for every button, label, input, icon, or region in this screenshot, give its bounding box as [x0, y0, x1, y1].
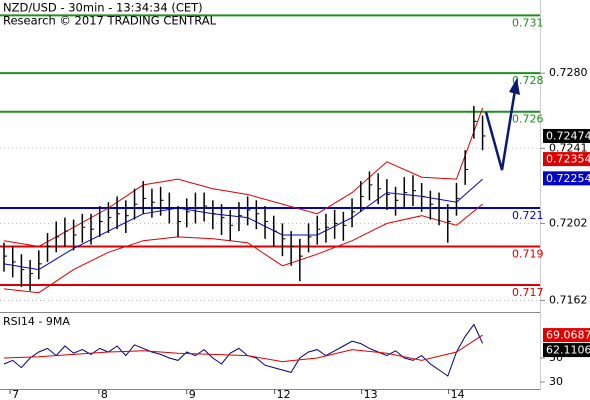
price-marker-label: 0.72474 — [546, 129, 590, 142]
y-tick-label: 0.7241 — [549, 141, 588, 154]
price-marker-label: 69.0687 — [546, 329, 590, 342]
price-marker-label: 0.72254 — [546, 172, 590, 185]
plot-layer: 0.72800.72410.72020.71620.7310.7280.7260… — [0, 14, 590, 400]
projection-arrowhead — [509, 78, 520, 95]
y-tick-label: 0.7202 — [549, 216, 588, 229]
level-label: 0.726 — [512, 113, 544, 126]
price-marker — [543, 152, 590, 167]
y-tick-label: 30 — [549, 375, 563, 388]
x-tick-label: 8 — [101, 388, 108, 400]
price-marker-label: 62.1106 — [546, 344, 590, 357]
y-tick-label: 0.7280 — [549, 66, 588, 79]
level-label: 0.731 — [512, 16, 544, 29]
price-marker — [543, 343, 590, 358]
level-label: 0.728 — [512, 74, 544, 87]
series-line — [3, 107, 484, 248]
price-marker — [543, 171, 590, 186]
panel-title: RSI14 - 9MA — [3, 315, 70, 328]
series-line — [3, 334, 483, 363]
level-label: 0.719 — [512, 248, 544, 261]
chart-title: NZD/USD - 30min - 13:34:34 (CET) — [3, 1, 203, 15]
projection-arrow — [484, 89, 517, 171]
level-label: 0.721 — [512, 209, 544, 222]
price-marker — [543, 128, 590, 143]
x-tick-label: 13 — [364, 388, 378, 400]
x-tick-label: 9 — [189, 388, 196, 400]
price-marker-label: 0.72354 — [546, 153, 590, 166]
price-marker — [543, 328, 590, 343]
series-line — [3, 203, 483, 294]
chart-subtitle: Research © 2017 TRADING CENTRAL — [3, 14, 217, 28]
x-tick-label: 7 — [12, 388, 19, 400]
x-tick-label: 12 — [277, 388, 291, 400]
x-tick-label: 14 — [451, 388, 465, 400]
y-tick-label: 0.7162 — [549, 293, 588, 306]
level-label: 0.717 — [512, 286, 544, 299]
